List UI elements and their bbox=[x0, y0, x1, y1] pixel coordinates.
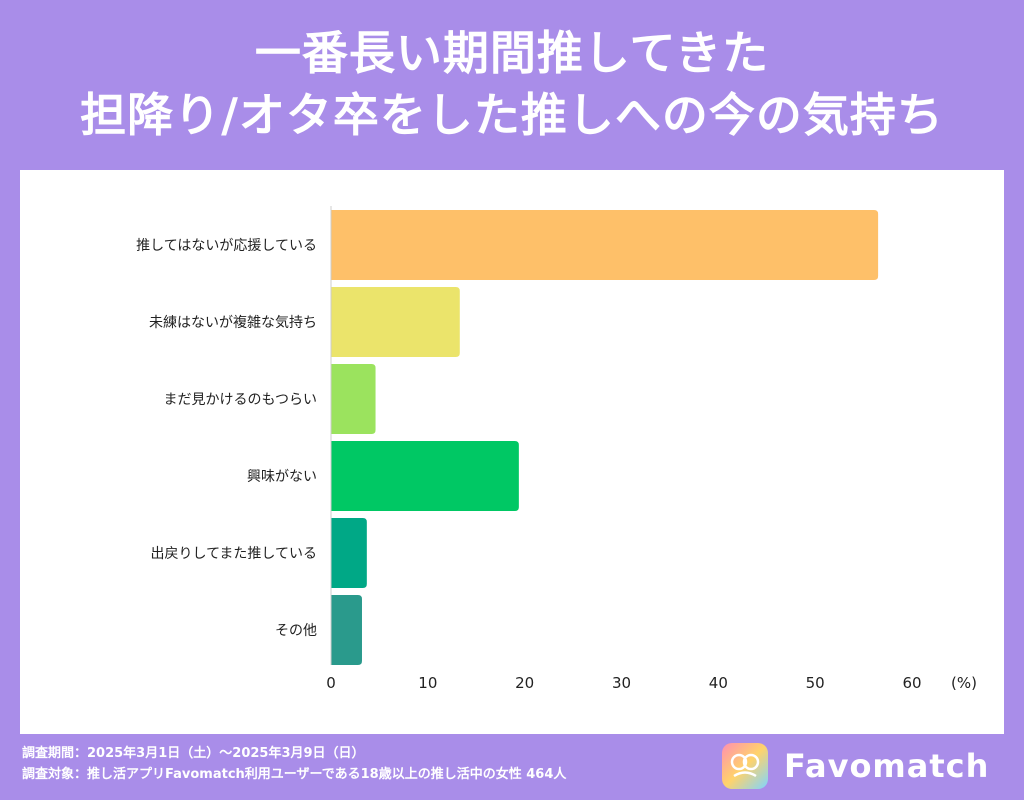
chart-panel: 推してはないが応援している未練はないが複雑な気持ちまだ見かけるのもつらい興味がな… bbox=[20, 170, 1004, 734]
bar-1 bbox=[331, 287, 460, 357]
favomatch-logo-icon bbox=[722, 743, 768, 789]
x-tick-4: 40 bbox=[709, 674, 728, 692]
x-tick-6: 60 bbox=[902, 674, 921, 692]
survey-footer: 調査期間：2025年3月1日（土）～2025年3月9日（日） 調査対象：推し活ア… bbox=[22, 743, 566, 785]
category-label-5: その他 bbox=[275, 623, 317, 639]
x-tick-1: 10 bbox=[418, 674, 437, 692]
bar-2 bbox=[331, 364, 376, 434]
survey-target: 調査対象：推し活アプリFavomatch利用ユーザーである18歳以上の推し活中の… bbox=[22, 767, 567, 782]
title-line-1: 一番長い期間推してきた bbox=[254, 26, 770, 80]
title-line-2: 担降り/オタ卒をした推しへの今の気持ち bbox=[80, 88, 944, 142]
bar-chart: 推してはないが応援している未練はないが複雑な気持ちまだ見かけるのもつらい興味がな… bbox=[136, 206, 977, 692]
x-unit-label: (%) bbox=[951, 674, 977, 692]
x-tick-5: 50 bbox=[806, 674, 825, 692]
category-label-2: まだ見かけるのもつらい bbox=[164, 392, 317, 408]
x-tick-2: 20 bbox=[515, 674, 534, 692]
x-tick-0: 0 bbox=[326, 674, 336, 692]
brand-name: Favomatch bbox=[784, 747, 990, 785]
survey-period: 調査期間：2025年3月1日（土）～2025年3月9日（日） bbox=[22, 746, 365, 761]
brand: Favomatch bbox=[722, 742, 989, 790]
bar-0 bbox=[331, 210, 879, 280]
category-label-4: 出戻りしてまた推している bbox=[151, 546, 317, 562]
bar-4 bbox=[331, 518, 367, 588]
bar-5 bbox=[331, 595, 362, 665]
category-label-0: 推してはないが応援している bbox=[136, 238, 317, 254]
x-tick-3: 30 bbox=[612, 674, 631, 692]
chart-title: 一番長い期間推してきた 担降り/オタ卒をした推しへの今の気持ち bbox=[0, 22, 1024, 146]
category-label-1: 未練はないが複雑な気持ち bbox=[149, 314, 317, 331]
bar-3 bbox=[331, 441, 519, 511]
category-label-3: 興味がない bbox=[247, 469, 317, 485]
